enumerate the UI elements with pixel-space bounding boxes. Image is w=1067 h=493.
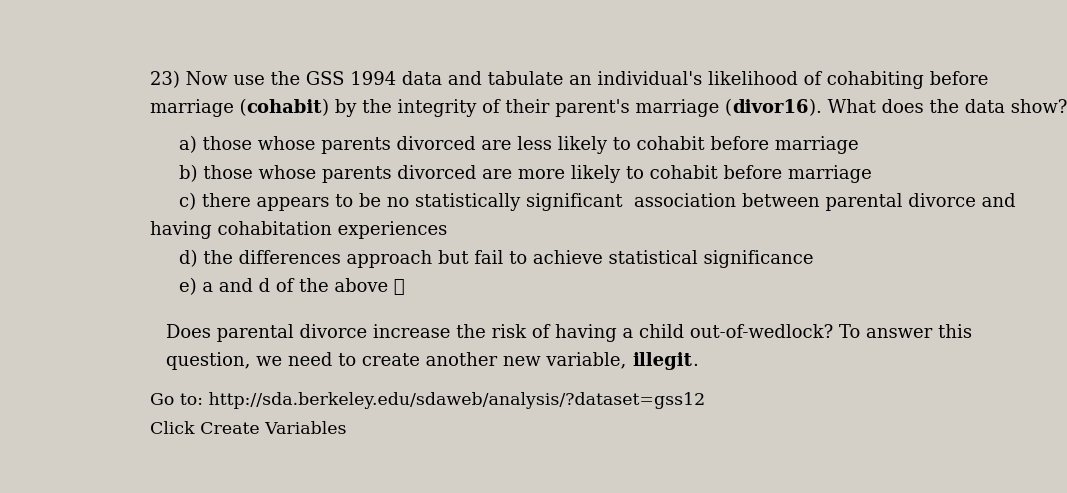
Text: Does parental divorce increase the risk of having a child out-of-wedlock? To ans: Does parental divorce increase the risk … <box>166 324 972 342</box>
Text: ) by the integrity of their parent's marriage (: ) by the integrity of their parent's mar… <box>322 99 732 117</box>
Text: b) those whose parents divorced are more likely to cohabit before marriage: b) those whose parents divorced are more… <box>179 165 872 183</box>
Text: divor16: divor16 <box>732 99 809 117</box>
Text: ). What does the data show?: ). What does the data show? <box>809 99 1067 117</box>
Text: Click Create Variables: Click Create Variables <box>149 421 347 438</box>
Text: d) the differences approach but fail to achieve statistical significance: d) the differences approach but fail to … <box>179 250 813 268</box>
Text: illegit: illegit <box>633 352 692 370</box>
Text: a) those whose parents divorced are less likely to cohabit before marriage: a) those whose parents divorced are less… <box>179 136 859 154</box>
Text: Go to: http://sda.berkeley.edu/sdaweb/analysis/?dataset=gss12: Go to: http://sda.berkeley.edu/sdaweb/an… <box>149 392 705 409</box>
Text: 23) Now use the GSS 1994 data and tabulate an individual's likelihood of cohabit: 23) Now use the GSS 1994 data and tabula… <box>149 70 988 89</box>
Text: .: . <box>692 352 698 370</box>
Text: cohabit: cohabit <box>246 99 322 117</box>
Text: question, we need to create another new variable,: question, we need to create another new … <box>166 352 633 370</box>
Text: e) a and d of the above ⏐: e) a and d of the above ⏐ <box>179 279 404 296</box>
Text: marriage (: marriage ( <box>149 99 246 117</box>
Text: c) there appears to be no statistically significant  association between parenta: c) there appears to be no statistically … <box>179 193 1016 211</box>
Text: having cohabitation experiences: having cohabitation experiences <box>149 221 447 240</box>
